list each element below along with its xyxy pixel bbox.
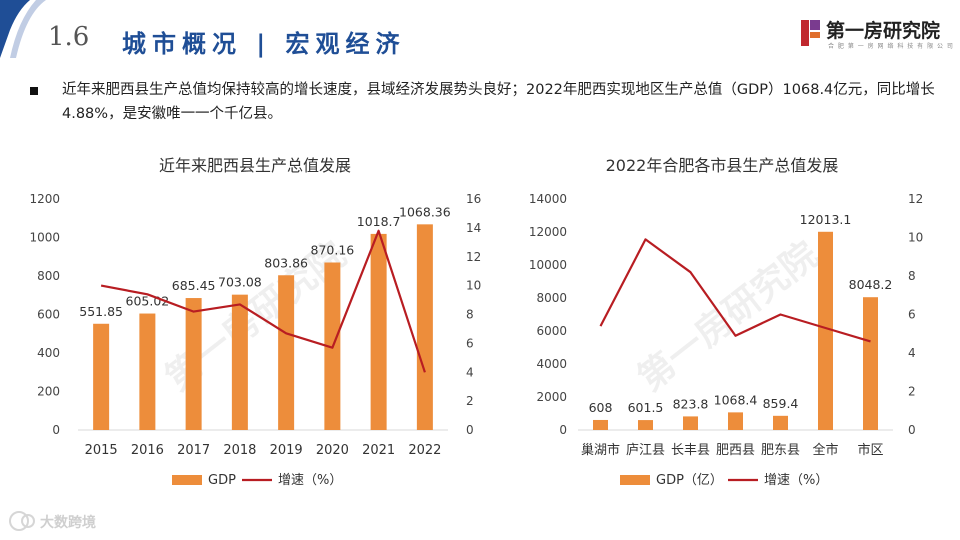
chart2-ytick-label: 6000 [536,324,567,338]
chart2-bar [593,419,608,430]
chart2-ytick-label: 12000 [529,225,567,239]
chart1-ytick-label: 0 [52,423,60,437]
section-title: 城市概况 | 宏观经济 [122,30,406,58]
chart1-y2tick-label: 10 [466,279,481,293]
chart1-ytick-label: 600 [37,308,60,322]
chart1-ytick-label: 1000 [29,231,60,245]
intro-text: 近年来肥西县生产总值均保持较高的增长速度，县域经济发展势头良好；2022年肥西实… [62,82,935,122]
chart1-ytick-label: 800 [37,269,60,283]
chart2-ytick-label: 14000 [529,192,567,206]
chart1-xtick-label: 2018 [223,443,256,458]
chart1-xtick-label: 2019 [270,443,303,458]
chart2-data-label: 608 [589,400,613,415]
chart1-bar [231,294,248,430]
chart1-title: 近年来肥西县生产总值发展 [159,156,351,175]
brand-logo: 第一房研究院 合 肥 第 一 房 网 络 科 技 有 限 公 司 [800,14,953,54]
chart1-y2tick-label: 16 [466,192,481,206]
chart1-xtick-label: 2015 [85,443,118,458]
chart1-y2tick-label: 14 [466,221,481,235]
chart1-y2tick-label: 4 [466,365,474,379]
chart1-growth-line [100,229,426,373]
chart2-legend-label: GDP（亿） [656,473,723,488]
chart2-y2tick-label: 0 [908,423,916,437]
chart1-y2tick-label: 2 [466,394,474,408]
chart2-xtick-label: 肥西县 [716,443,755,458]
chart2-growth-line [599,238,871,343]
chart1-data-label: 685.45 [172,278,216,293]
chart2-y2tick-label: 10 [908,231,923,245]
chart2-data-label: 823.8 [673,396,709,411]
chart1-data-label: 1018.7 [357,214,401,229]
section-number: 1.6 [48,22,90,52]
chart2-legend-label: 增速（%） [764,473,828,488]
chart1-data-label: 551.85 [79,304,123,319]
chart2-xtick-label: 巢湖市 [581,442,620,458]
watermark-icon [9,511,35,531]
chart1-bar [278,275,295,430]
chart2-ytick-label: 4000 [536,357,567,371]
chart1-data-label: 1068.36 [399,204,451,219]
bullet-icon [30,87,38,95]
chart1-y2tick-label: 12 [466,250,481,264]
chart1-bar [93,323,110,430]
chart2-y2tick-label: 4 [908,346,916,360]
watermark-text: 大数跨境 [40,515,96,531]
chart2-ytick-label: 2000 [536,390,567,404]
chart1-xtick-label: 2017 [177,443,210,458]
chart1-ytick-label: 400 [37,346,60,360]
chart2-y2tick-label: 2 [908,385,916,399]
chart1-xtick-label: 2016 [131,443,164,458]
chart2-xtick-label: 庐江县 [626,443,665,458]
chart1-bar [370,233,387,430]
chart2-y2tick-label: 12 [908,192,923,206]
chart1-legend-label: 增速（%） [278,473,342,488]
chart2-ytick-label: 10000 [529,258,567,272]
chart1-xtick-label: 2020 [316,443,349,458]
chart1-data-label: 803.86 [264,255,308,270]
brand-logo-icon [801,20,820,46]
chart1-data-label: 703.08 [218,275,262,290]
brand-name: 第一房研究院 [826,20,941,42]
chart1-y2tick-label: 8 [466,308,474,322]
chart2-bar [818,231,833,430]
chart2-xtick-label: 全市 [812,442,838,458]
chart1-y2tick-label: 0 [466,423,474,437]
chart2-y2tick-label: 6 [908,308,916,322]
chart2-title: 2022年合肥各市县生产总值发展 [606,156,839,175]
chart2-data-label: 601.5 [628,400,664,415]
chart2-legend-swatch-bar [620,475,650,485]
chart2-bar [773,415,788,430]
chart2-data-label: 12013.1 [800,212,852,227]
brand-subtitle: 合 肥 第 一 房 网 络 科 技 有 限 公 司 [828,43,954,50]
chart2-ytick-label: 0 [559,423,567,437]
chart2-y2tick-label: 8 [908,269,916,283]
chart2-xtick-label: 肥东县 [761,443,800,458]
chart1-y2tick-label: 6 [466,336,474,350]
chart2-data-label: 8048.2 [849,277,893,292]
chart2-ytick-label: 8000 [536,291,567,305]
chart2-data-label: 1068.4 [714,392,758,407]
chart2-bar [728,412,743,430]
header-decoration [0,0,46,58]
chart1-bar [416,224,433,430]
chart1-ytick-label: 1200 [29,192,60,206]
chart1-xtick-label: 2021 [362,443,395,458]
chart1-legend-label: GDP [208,473,236,488]
chart2-xtick-label: 长丰县 [671,443,710,458]
chart1-data-label: 870.16 [311,242,355,257]
chart2-bar [638,420,653,430]
chart2-data-label: 859.4 [763,396,799,411]
chart2-bar [683,416,698,430]
chart1-bar [185,298,202,430]
chart1-legend-swatch-bar [172,475,202,485]
chart2-bar [863,297,878,430]
chart1-xtick-label: 2022 [408,443,441,458]
chart1-ytick-label: 200 [37,385,60,399]
chart2-xtick-label: 市区 [857,442,883,458]
chart2-watermark: 第一房研究院 [631,234,826,399]
chart1-bar [139,313,156,430]
